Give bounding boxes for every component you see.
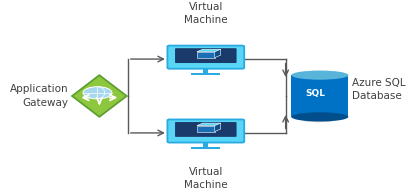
Text: Azure SQL
Database: Azure SQL Database bbox=[351, 78, 405, 101]
Polygon shape bbox=[197, 126, 214, 132]
Bar bbox=[191, 73, 220, 75]
Polygon shape bbox=[197, 123, 220, 126]
Text: Virtual
Machine: Virtual Machine bbox=[183, 167, 227, 190]
Circle shape bbox=[320, 116, 334, 122]
Polygon shape bbox=[214, 49, 220, 58]
FancyBboxPatch shape bbox=[175, 48, 236, 63]
Bar bbox=[291, 75, 347, 117]
Circle shape bbox=[83, 87, 112, 99]
Ellipse shape bbox=[291, 112, 347, 122]
Polygon shape bbox=[72, 75, 126, 117]
Bar bbox=[203, 142, 208, 147]
Text: Virtual
Machine: Virtual Machine bbox=[183, 2, 227, 25]
Bar bbox=[203, 68, 208, 73]
FancyBboxPatch shape bbox=[167, 46, 244, 69]
Circle shape bbox=[302, 116, 316, 122]
Text: Application
Gateway: Application Gateway bbox=[9, 84, 68, 108]
Text: SQL: SQL bbox=[305, 89, 325, 98]
FancyBboxPatch shape bbox=[175, 122, 236, 137]
Ellipse shape bbox=[291, 70, 347, 80]
Circle shape bbox=[309, 115, 327, 122]
Polygon shape bbox=[197, 49, 220, 52]
Polygon shape bbox=[214, 123, 220, 132]
FancyBboxPatch shape bbox=[167, 119, 244, 143]
Polygon shape bbox=[197, 52, 214, 58]
Bar bbox=[191, 147, 220, 149]
